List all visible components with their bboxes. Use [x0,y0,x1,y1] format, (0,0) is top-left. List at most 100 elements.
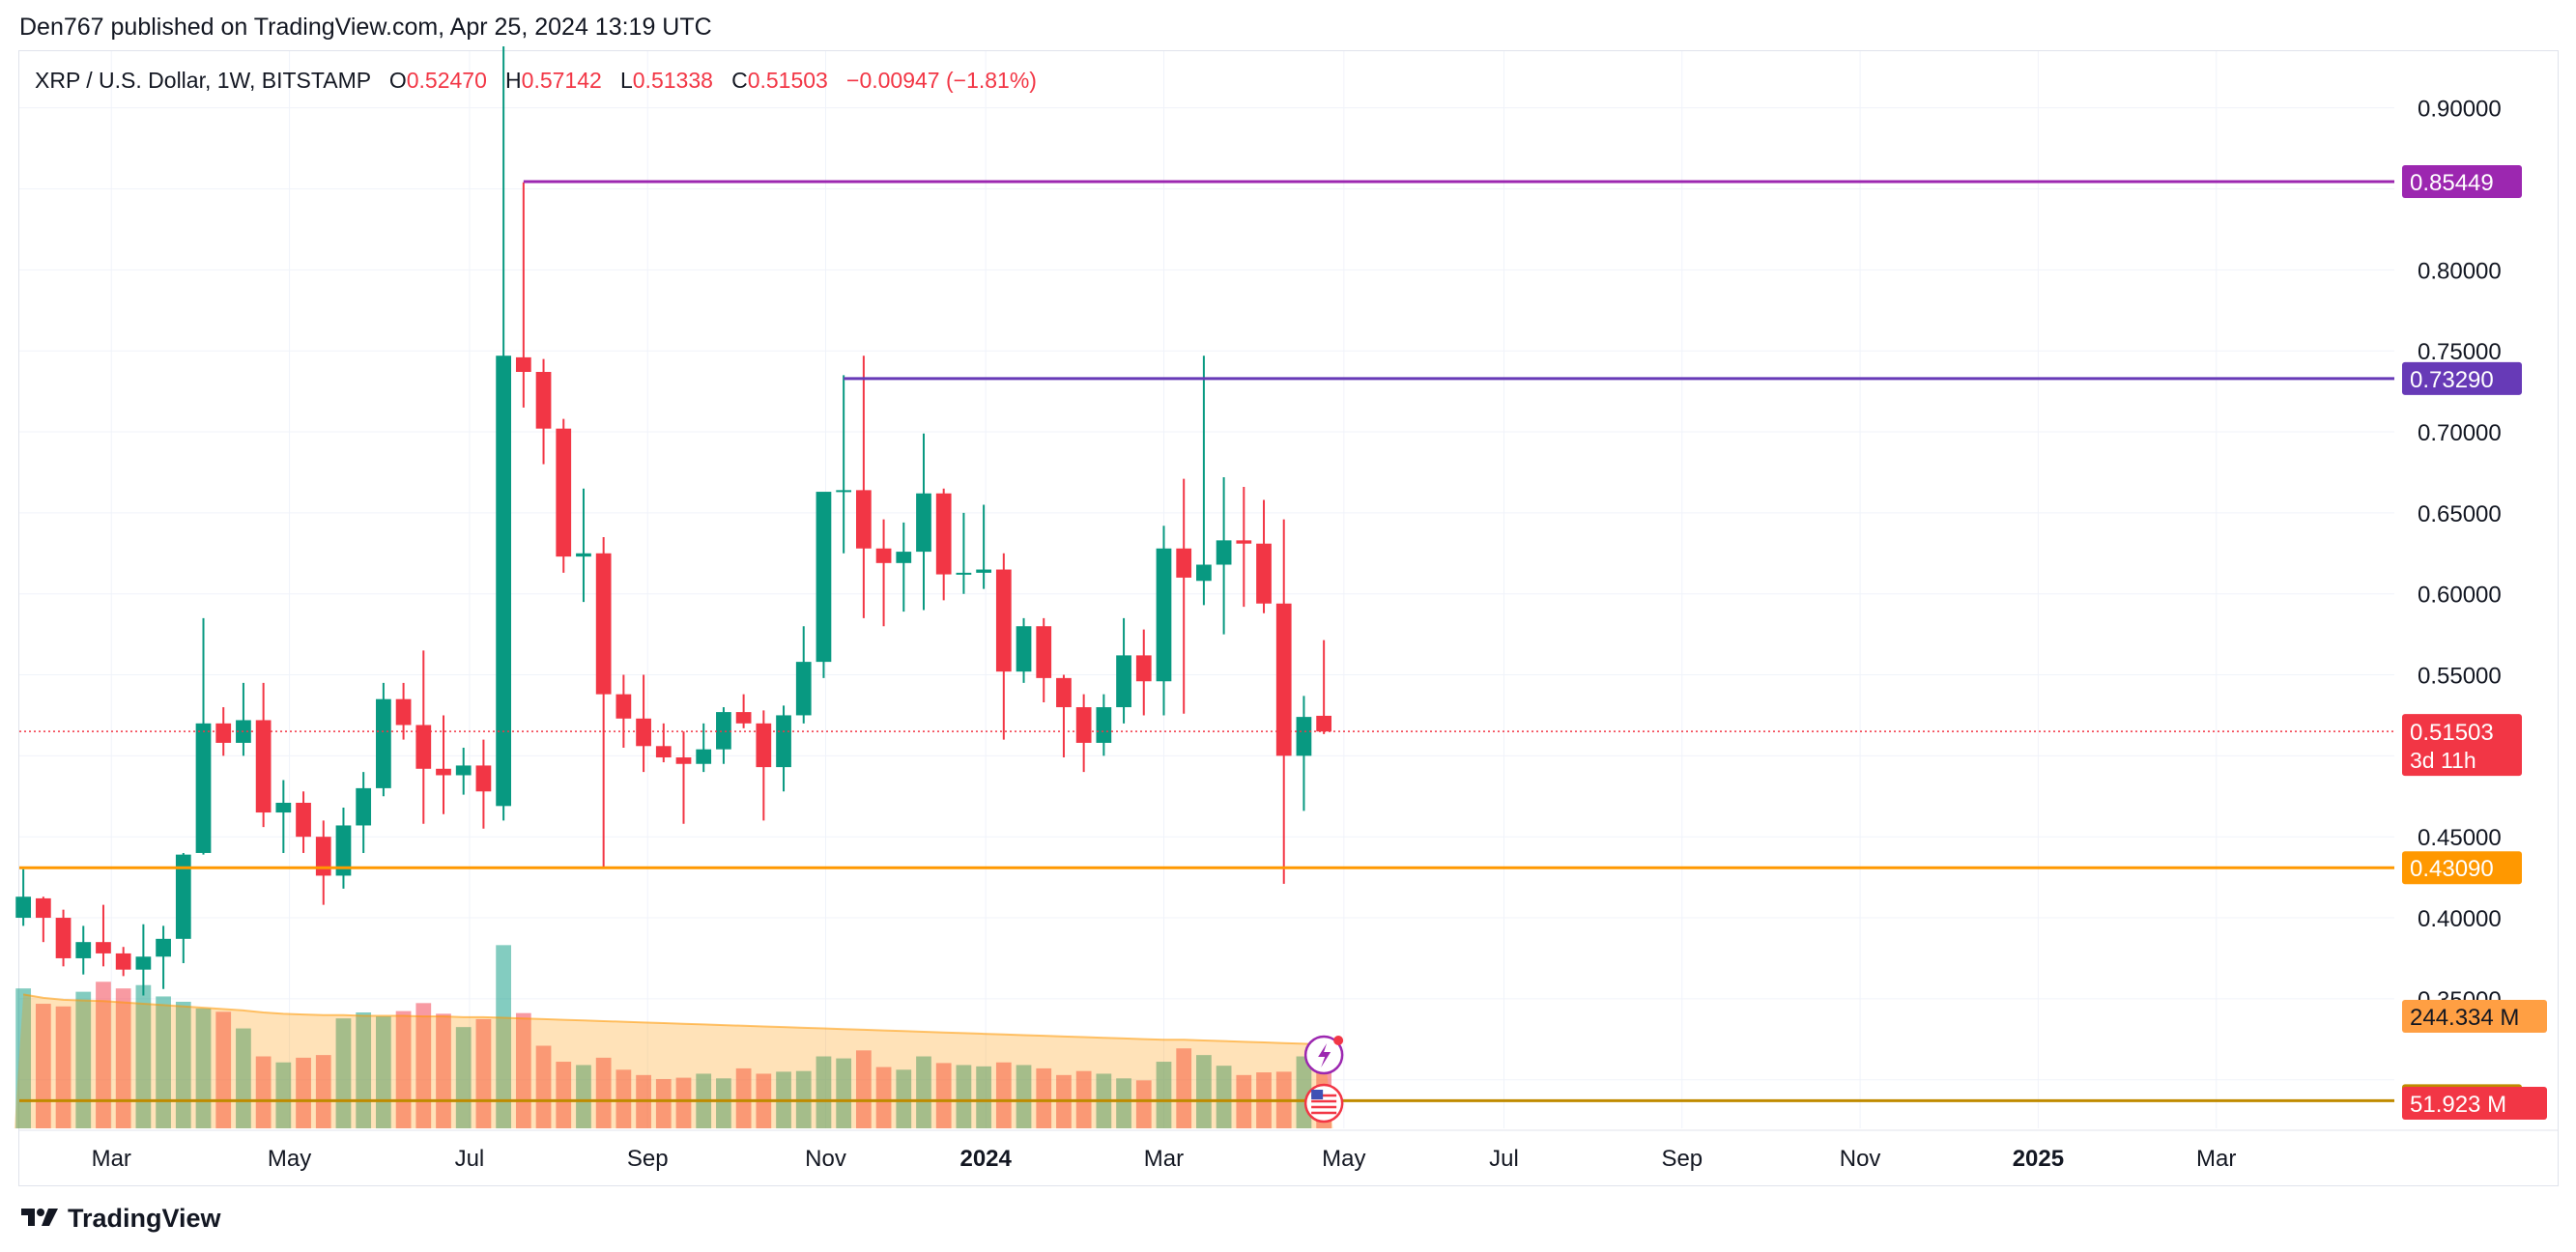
candle-body [776,715,791,768]
candle-body [415,725,432,769]
candle-body [15,896,32,919]
volume-bar [855,1050,872,1128]
candle-body [896,552,912,563]
volume-bar [315,1055,331,1128]
volume-bar [595,1057,612,1128]
volume-bar [15,988,32,1128]
candle-body [55,918,72,958]
ohlc-legend: XRP / U.S. Dollar, 1W, BITSTAMP O0.52470… [35,68,1037,94]
tradingview-logo-icon [19,1205,60,1233]
volume-ma-area [14,994,1333,1128]
volume-bar [236,1028,251,1128]
candle-body [816,492,832,663]
candle-body [1296,717,1312,756]
publisher-line: Den767 published on TradingView.com, Apr… [19,14,712,41]
candle-body [595,553,612,695]
candle-body [75,942,92,958]
candle-body [855,490,872,549]
volume-label: 244.334 M [2410,1005,2519,1031]
candle-body [836,490,852,493]
candle-body [156,938,171,957]
level-label-0.85449: 0.85449 [2410,170,2494,196]
volume-bar [135,984,152,1128]
open-label: O [388,68,407,93]
volume-bar [995,1062,1012,1128]
volume-bar [55,1006,72,1128]
candle-body [576,553,591,557]
volume-bar [115,988,131,1128]
volume-bar [1116,1078,1131,1128]
candle-body [1216,540,1232,565]
volume-bar [836,1058,852,1128]
y-tick-label: 0.60000 [2418,583,2502,609]
level-label-bg [2402,361,2522,395]
candle-body [556,428,572,557]
y-tick-label: 0.90000 [2418,97,2502,123]
volume-bar [215,1011,232,1128]
candle-body [315,837,331,876]
y-tick-label: 0.75000 [2418,339,2502,365]
level-label-bg [2402,164,2522,198]
y-tick-label: 0.65000 [2418,501,2502,527]
candle-body [395,698,412,726]
volume-bar [395,1010,412,1128]
candle-body [995,569,1012,672]
volume-bar [976,1066,991,1128]
candle-body [956,572,972,575]
volume-bar [956,1065,972,1128]
y-tick-label: 0.45000 [2418,825,2502,851]
candle-body [1116,655,1131,708]
candle-body [795,662,812,716]
chart-frame[interactable] [18,50,2559,1186]
candle-body [756,723,772,768]
volume-bar [1196,1055,1212,1128]
x-tick-label: Nov [805,1146,846,1172]
candle-body [1236,540,1252,544]
x-tick-label: 2025 [2013,1146,2064,1172]
candle-body [1016,626,1032,672]
x-tick-label: May [268,1146,311,1172]
volume-bar [735,1067,752,1128]
candle-body [976,569,991,573]
symbol-title: XRP / U.S. Dollar, 1W, BITSTAMP [35,68,371,93]
footer-brand[interactable]: TradingView [19,1204,221,1234]
candle-body [515,356,531,372]
candle-body [275,802,292,813]
y-tick-label: 0.70000 [2418,420,2502,446]
volume-bar [875,1067,892,1128]
volume-bar [75,991,92,1128]
candle-body [875,548,892,563]
volume-bar [296,1057,311,1128]
volume-bar [255,1056,272,1128]
candle-body [716,712,731,750]
x-tick-label: 2024 [959,1146,1012,1172]
y-tick-label: 0.40000 [2418,906,2502,932]
footer-brand-text: TradingView [68,1204,221,1233]
low-label: L [619,68,633,93]
level-label-0.43090: 0.43090 [2410,856,2494,882]
candle-body [356,787,372,826]
candle-body [1176,548,1192,578]
candle-body [135,956,152,970]
candle-body [1036,626,1052,678]
high-label: H [505,68,522,93]
volume-bar [916,1056,931,1128]
close-value: 0.51503 [747,68,828,93]
candle-body [215,723,232,743]
close-label: C [731,68,748,93]
volume-label-bg [2402,1087,2547,1120]
volume-bar [195,1008,212,1128]
candle-body [615,694,632,719]
open-value: 0.52470 [406,68,487,93]
candle-body [735,712,752,724]
x-tick-label: Sep [627,1146,669,1172]
volume-label-bg [2402,1000,2547,1033]
candle-body [195,723,212,853]
volume-bar [415,1003,432,1128]
candle-body [535,371,552,429]
candle-body [496,356,511,807]
notification-dot-icon [1333,1036,1344,1045]
candle-body [655,746,672,758]
volume-bar [175,1001,191,1128]
